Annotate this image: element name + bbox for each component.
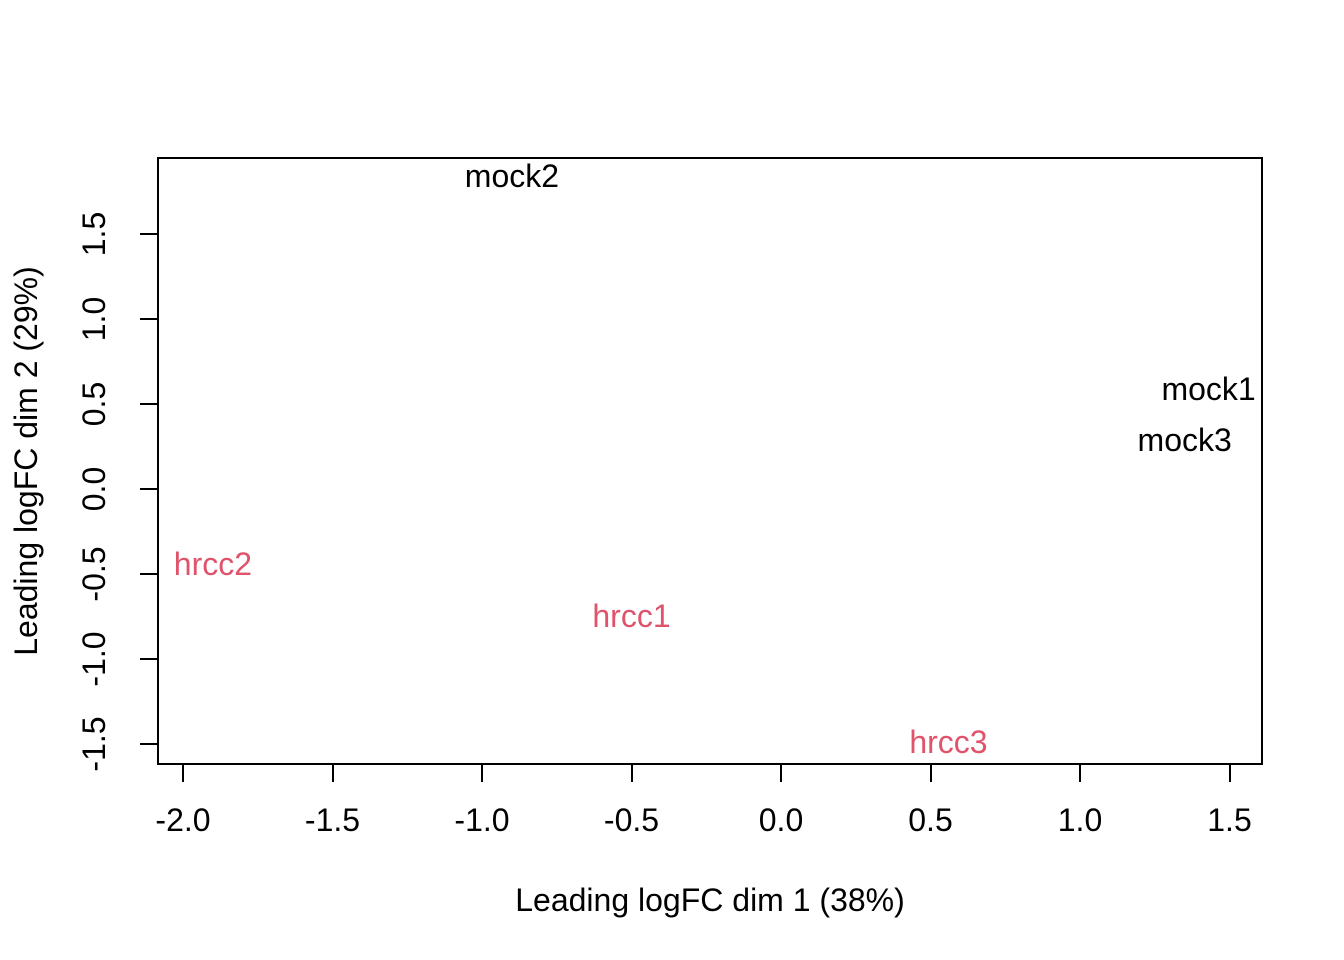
y-tick-mark [140, 402, 157, 405]
y-tick-mark [140, 317, 157, 320]
y-tick-label: -1.0 [76, 631, 112, 687]
y-tick-mark [140, 487, 157, 490]
y-tick-label: 0.0 [76, 466, 112, 512]
y-tick-label: 0.5 [76, 381, 112, 427]
x-tick-label: 1.5 [1207, 802, 1252, 838]
y-tick-label: -0.5 [76, 546, 112, 602]
plot-area [157, 157, 1263, 765]
x-axis-title: Leading logFC dim 1 (38%) [515, 882, 905, 918]
y-tick-mark [140, 572, 157, 575]
y-tick-label: 1.0 [76, 296, 112, 342]
x-tick-mark [481, 765, 483, 782]
x-tick-mark [630, 765, 633, 782]
x-tick-mark [780, 765, 782, 782]
y-tick-label: -1.5 [76, 716, 112, 772]
y-axis-title: Leading logFC dim 2 (29%) [8, 266, 44, 656]
y-tick-mark [140, 232, 157, 235]
x-tick-label: 0.0 [758, 802, 804, 838]
y-tick-mark [140, 742, 157, 745]
y-tick-label: 1.5 [76, 211, 112, 257]
x-tick-label: -0.5 [603, 802, 660, 838]
x-tick-mark [929, 765, 932, 782]
x-tick-label: -1.0 [454, 802, 510, 838]
x-tick-label: 0.5 [908, 802, 953, 838]
x-tick-label: -1.5 [304, 802, 361, 838]
x-tick-mark [1228, 765, 1231, 782]
x-tick-label: 1.0 [1057, 802, 1103, 838]
sample-label-hrcc3: hrcc3 [909, 724, 988, 761]
y-tick-mark [140, 657, 157, 660]
x-tick-mark [1079, 765, 1081, 782]
sample-label-hrcc2: hrcc2 [173, 545, 253, 582]
sample-label-mock1: mock1 [1161, 370, 1256, 407]
x-tick-mark [331, 765, 334, 782]
sample-label-mock2: mock2 [464, 158, 560, 195]
sample-label-mock3: mock3 [1137, 421, 1232, 458]
x-tick-label: -2.0 [155, 802, 211, 838]
x-tick-mark [182, 765, 184, 782]
sample-label-hrcc1: hrcc1 [592, 598, 671, 635]
